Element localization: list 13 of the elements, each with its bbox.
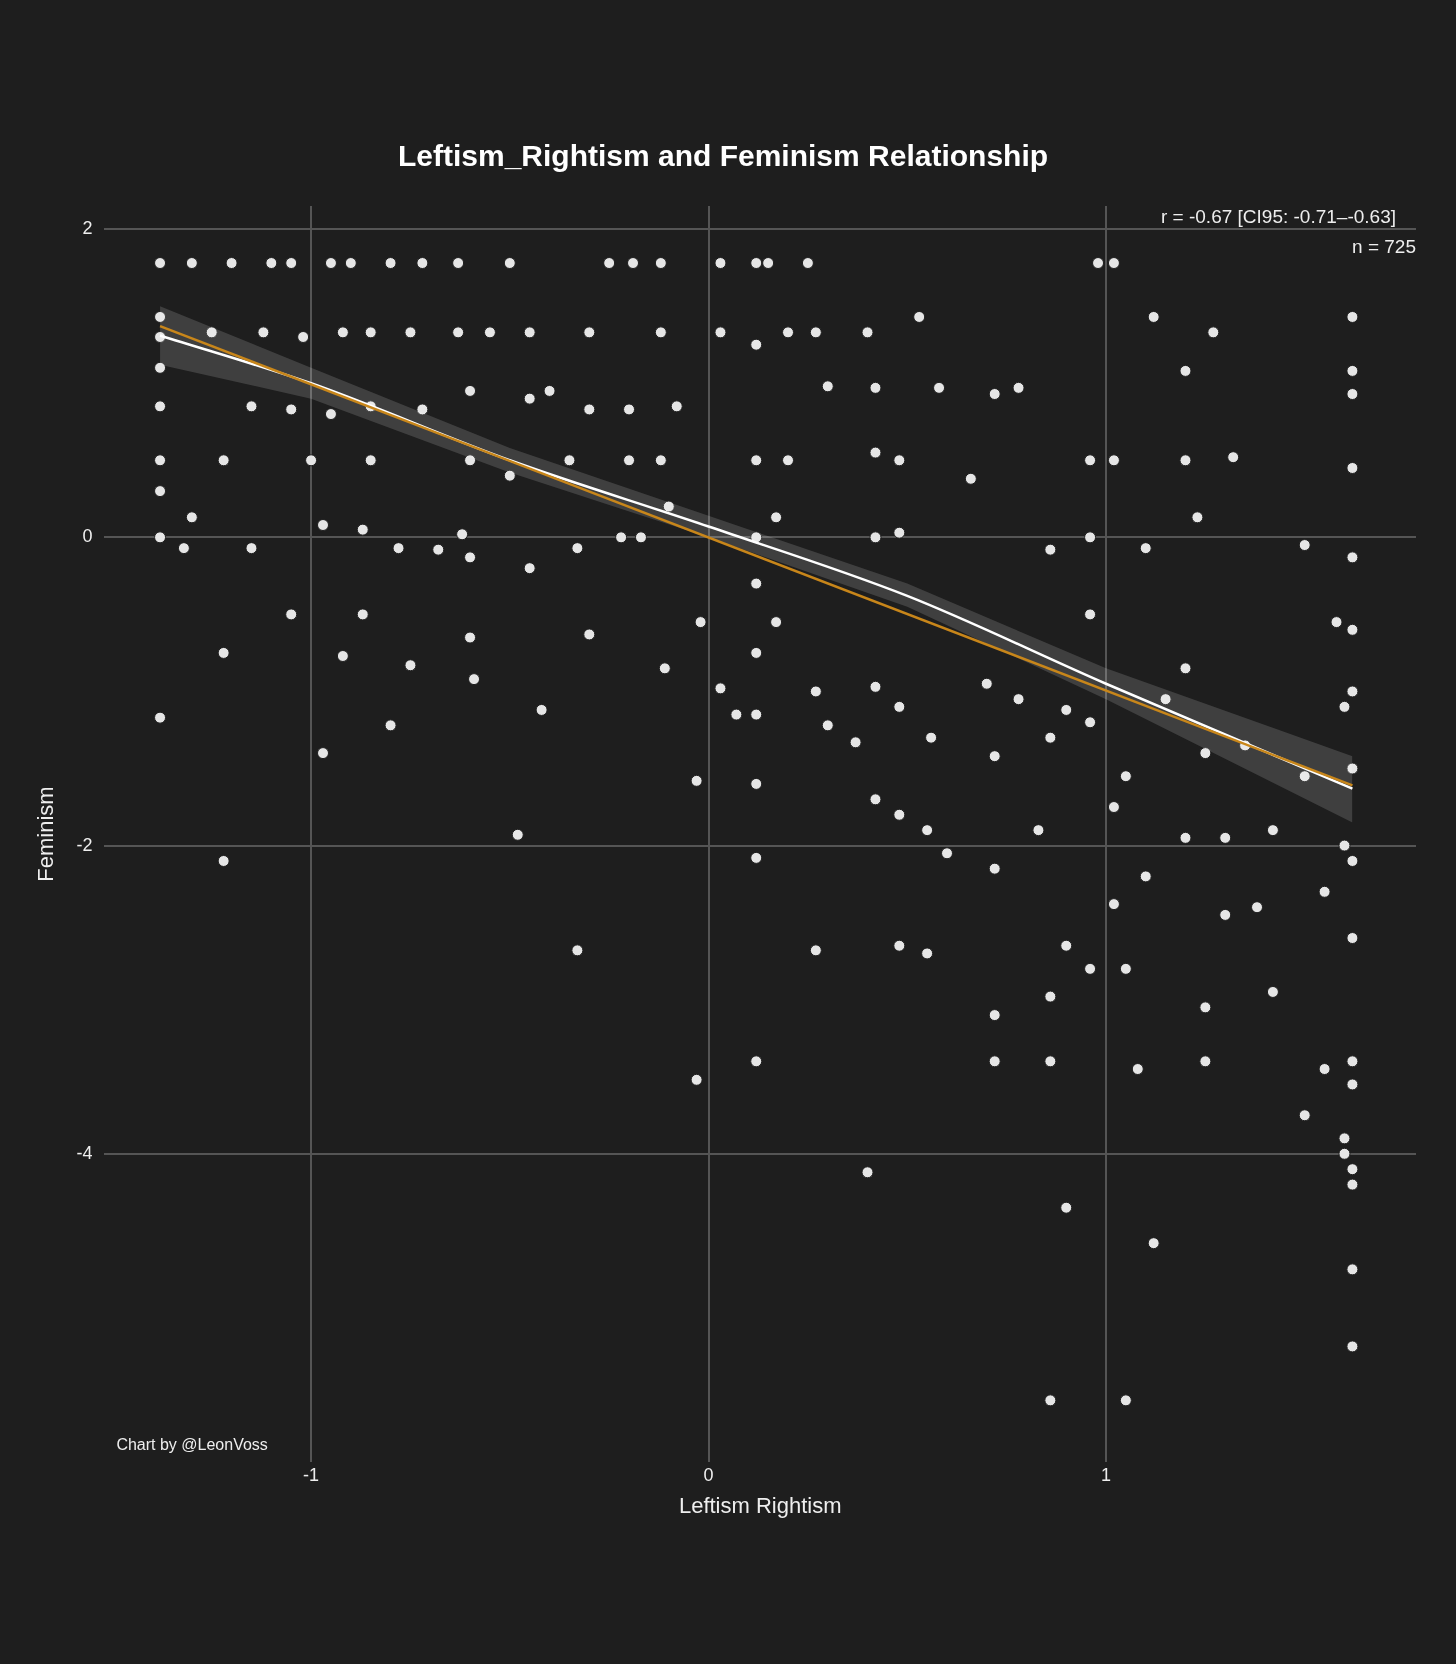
y-tick-label: 2 — [82, 218, 93, 239]
x-tick-label: -1 — [303, 1464, 320, 1485]
y-axis-title: Feminism — [33, 786, 59, 882]
annotation: r = -0.67 [CI95: -0.71–-0.63] — [1161, 205, 1396, 227]
annotation: Chart by @LeonVoss — [116, 1436, 268, 1454]
y-tick-label: -4 — [76, 1142, 93, 1163]
annotation: n = 725 — [1352, 235, 1416, 257]
y-tick-label: -2 — [76, 834, 93, 855]
chart-title: Leftism_Rightism and Feminism Relationship — [397, 139, 1049, 173]
x-axis-title: Leftism Rightism — [678, 1492, 842, 1518]
x-tick-label: 0 — [703, 1464, 714, 1485]
y-tick-label: 0 — [82, 526, 93, 547]
x-tick-label: 1 — [1100, 1464, 1111, 1485]
